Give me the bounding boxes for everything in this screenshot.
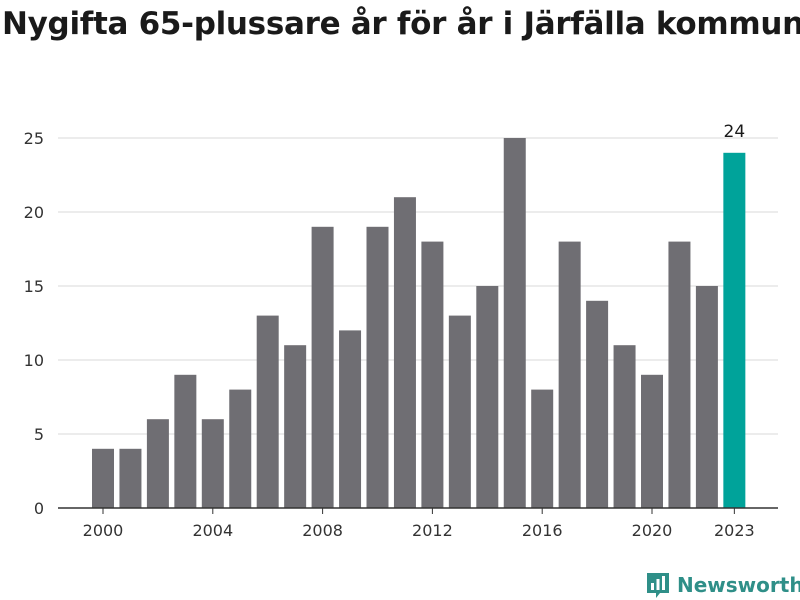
bar-2003: [174, 374, 197, 508]
bar-2004: [201, 419, 224, 508]
bar-2023: [723, 152, 746, 509]
bar-2010: [366, 226, 389, 509]
x-tick-label: 2008: [302, 521, 343, 540]
x-tick-label: 2020: [632, 521, 673, 540]
bar-2006: [256, 315, 279, 508]
x-tick-label: 2016: [522, 521, 563, 540]
bar-2000: [92, 448, 114, 508]
x-tick-label: 2004: [192, 521, 233, 540]
data-label: 24: [724, 122, 746, 142]
bar-2015: [503, 138, 526, 508]
x-tick-label: 2012: [412, 521, 453, 540]
y-tick-label: 0: [34, 499, 44, 518]
bar-2016: [531, 389, 554, 508]
bar-2001: [119, 448, 142, 508]
bar-2014: [476, 286, 499, 508]
bar-2013: [448, 315, 471, 508]
x-tick-label: 2000: [83, 521, 124, 540]
bar-2002: [146, 419, 169, 508]
y-tick-label: 20: [24, 203, 44, 222]
y-tick-label: 5: [34, 425, 44, 444]
bar-2011: [393, 197, 416, 508]
bar-2017: [558, 241, 581, 508]
bar-2021: [668, 241, 691, 508]
chart-title: Nygifta 65-plussare år för år i Järfälla…: [2, 6, 800, 42]
bar-2018: [586, 300, 609, 508]
bar-2022: [695, 286, 718, 508]
y-tick-label: 25: [24, 129, 44, 148]
x-tick-label: 2023: [714, 521, 755, 540]
newsworthy-brand: Newsworthy: [645, 570, 800, 600]
bar-chart: 0 5 10 15 20 25 24 2000 2004 2008 2012 2016 2020 2023: [24, 122, 778, 540]
bar-chart-logo-icon: [647, 573, 669, 598]
brand-name: Newsworthy: [677, 573, 800, 597]
bar-2005: [229, 389, 252, 508]
bar-2019: [613, 345, 636, 508]
bar-2020: [641, 374, 663, 508]
bar-2008: [311, 226, 334, 509]
bar-2007: [284, 345, 307, 508]
y-tick-label: 10: [24, 351, 44, 370]
y-tick-label: 15: [24, 277, 44, 296]
bar-2009: [339, 330, 362, 508]
bar-2012: [421, 241, 444, 508]
